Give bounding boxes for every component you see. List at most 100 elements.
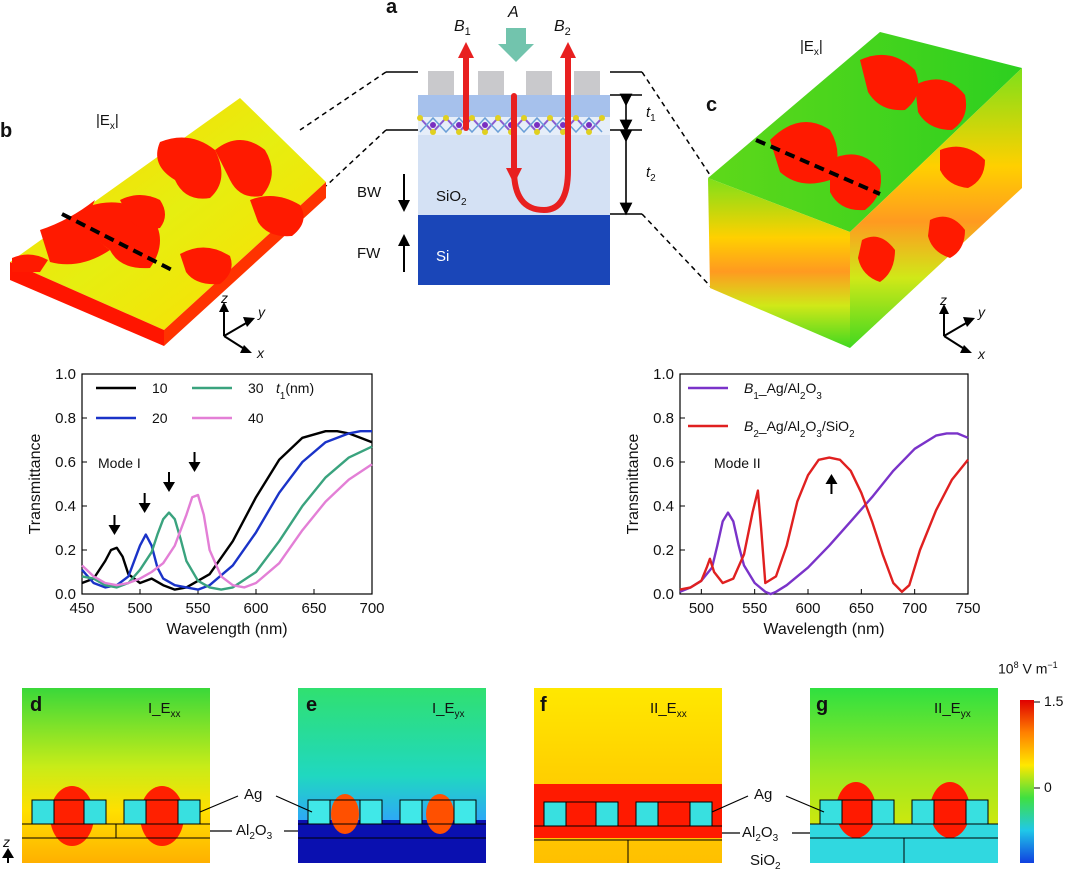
mode-annotation: Mode I bbox=[98, 455, 141, 471]
y-tick-label: 0.6 bbox=[55, 454, 76, 471]
y-tick-label: 0.0 bbox=[653, 586, 674, 603]
x-tick-label: 500 bbox=[127, 600, 152, 617]
peak-arrow-head bbox=[188, 462, 201, 472]
field-map-d bbox=[22, 688, 210, 863]
field-map-f bbox=[534, 688, 722, 863]
y-tick-label: 0.2 bbox=[653, 542, 674, 559]
axis-x-label-b: x bbox=[257, 345, 264, 361]
incident-beam-arrow bbox=[498, 28, 534, 62]
t2-label: t2 bbox=[646, 164, 656, 184]
y-tick-label: 1.0 bbox=[55, 366, 76, 383]
field-maps-row bbox=[2, 688, 1040, 863]
ag-grating bbox=[428, 71, 600, 95]
x-axis-label: Wavelength (nm) bbox=[763, 621, 884, 638]
y-tick-label: 1.0 bbox=[653, 366, 674, 383]
field-map-e bbox=[298, 688, 486, 863]
y-tick-label: 0.8 bbox=[653, 410, 674, 427]
bw-label: BW bbox=[357, 184, 382, 201]
colorbar-tick-max: 1.5 bbox=[1044, 693, 1064, 709]
panel-label-b: b bbox=[0, 120, 13, 142]
x-tick-label: 750 bbox=[955, 600, 980, 617]
y-axis-label: Transmittance bbox=[27, 434, 44, 535]
x-axis-label: Wavelength (nm) bbox=[166, 621, 287, 638]
ag-label-de: Ag bbox=[244, 786, 263, 803]
x-tick-label: 600 bbox=[243, 600, 268, 617]
x-tick-label: 700 bbox=[902, 600, 927, 617]
map-d-title: I_Exx bbox=[148, 700, 181, 720]
x-tick-label: 650 bbox=[301, 600, 326, 617]
map-e-title: I_Eyx bbox=[432, 700, 465, 720]
panel-label-e: e bbox=[306, 694, 318, 716]
fw-label: FW bbox=[357, 245, 381, 262]
stack-schematic bbox=[299, 28, 713, 289]
map-f-title: II_Exx bbox=[650, 700, 687, 720]
peak-arrow-head bbox=[108, 525, 121, 535]
field-b-title: |Ex| bbox=[96, 112, 119, 132]
x-tick-label: 600 bbox=[795, 600, 820, 617]
colorbar bbox=[1020, 700, 1034, 863]
series-line bbox=[81, 430, 372, 591]
x-tick-label: 700 bbox=[359, 600, 384, 617]
axis-z-label-b: z bbox=[221, 290, 228, 306]
legend-label: 40 bbox=[248, 410, 264, 426]
field-plot-b bbox=[10, 98, 326, 346]
axis-x-label-c: x bbox=[978, 346, 985, 362]
series-line bbox=[679, 432, 969, 596]
legend-label: 30 bbox=[248, 380, 264, 396]
colorbar-unit: 108 V m−1 bbox=[998, 660, 1058, 677]
chart-mode-i: 0.0 0.2 0.4 0.6 0.8 1.0 450 500 550 600 650 700 Wave… bbox=[27, 366, 385, 638]
sio2-label: SiO2 bbox=[436, 188, 467, 208]
x-tick-label: 650 bbox=[849, 600, 874, 617]
ag-label-fg: Ag bbox=[754, 786, 773, 803]
schematic-and-3d-panels bbox=[10, 28, 1022, 353]
x-tick-label: 550 bbox=[185, 600, 210, 617]
legend-label: B1_Ag/Al2O3 bbox=[744, 380, 822, 402]
legend-label: B2_Ag/Al2O3/SiO2 bbox=[744, 418, 855, 440]
peak-arrow-head bbox=[163, 482, 175, 492]
axis-z-label-c: z bbox=[940, 292, 947, 308]
series-line bbox=[81, 463, 373, 589]
panel-label-d: d bbox=[30, 694, 43, 716]
guided-beam-b2 bbox=[511, 53, 571, 214]
si-label: Si bbox=[436, 248, 450, 265]
mode-annotation: Mode II bbox=[714, 455, 761, 471]
panel-label-g: g bbox=[816, 694, 829, 716]
legend-label: 20 bbox=[152, 410, 168, 426]
y-axis-label: Transmittance bbox=[625, 434, 642, 535]
beam-b2-label: B2 bbox=[554, 18, 571, 39]
axis-y-label-c: y bbox=[978, 304, 985, 320]
field-plot-c bbox=[708, 32, 1022, 348]
al2o3-label-de: Al2O3 bbox=[236, 822, 273, 842]
axis-y-label-b: y bbox=[258, 304, 265, 320]
x-tick-label: 450 bbox=[69, 600, 94, 617]
al2o3-label-fg: Al2O3 bbox=[742, 824, 779, 844]
x-tick-label: 550 bbox=[742, 600, 767, 617]
legend-title: t1(nm) bbox=[276, 380, 314, 402]
panel-label-c: c bbox=[706, 94, 718, 116]
beam-a-label: A bbox=[508, 4, 519, 21]
plot-frame bbox=[679, 373, 969, 595]
x-tick-label: 500 bbox=[689, 600, 714, 617]
colorbar-tick-zero: 0 bbox=[1044, 779, 1052, 795]
si-substrate-layer bbox=[418, 215, 610, 285]
peak-arrow-head bbox=[138, 503, 151, 513]
field-c-title: |Ex| bbox=[800, 38, 823, 58]
series-line bbox=[679, 456, 969, 593]
sio2-label-fg: SiO2 bbox=[750, 852, 781, 872]
y-tick-label: 0.4 bbox=[55, 498, 76, 515]
t1-label: t1 bbox=[646, 104, 656, 124]
series-line bbox=[81, 430, 373, 591]
y-tick-label: 0.8 bbox=[55, 410, 76, 427]
beam-b1-label: B1 bbox=[454, 18, 471, 39]
chart-mode-ii: 0.0 0.2 0.4 0.6 0.8 1.0 500 550 600 650 700 750 Wave… bbox=[625, 366, 981, 638]
axes-triad-b bbox=[223, 310, 249, 351]
map-g-title: II_Eyx bbox=[934, 700, 971, 720]
field-map-g bbox=[810, 688, 998, 863]
panel-label-f: f bbox=[540, 694, 547, 716]
map-z-axis-label: z bbox=[3, 834, 10, 850]
y-tick-label: 0.6 bbox=[653, 454, 674, 471]
y-tick-label: 0.2 bbox=[55, 542, 76, 559]
peak-arrow-head bbox=[825, 474, 838, 484]
y-tick-label: 0.4 bbox=[653, 498, 674, 515]
axes-triad-c bbox=[943, 312, 969, 351]
